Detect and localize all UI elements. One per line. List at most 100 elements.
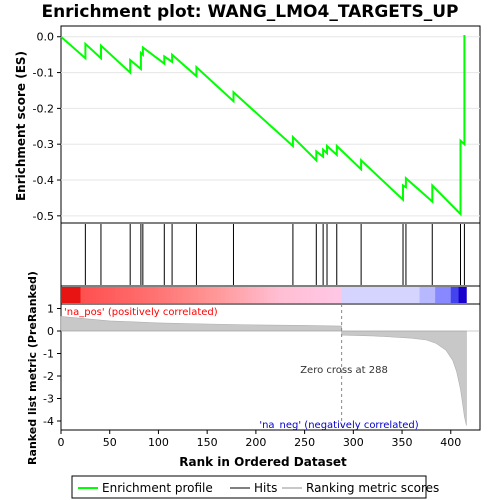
colorbar-segment [72, 287, 77, 303]
x-tick-label: 200 [245, 436, 266, 449]
colorbar-segment [427, 287, 432, 303]
colorbar-segment [103, 287, 109, 303]
colorbar-segment [154, 287, 159, 303]
x-tick-label: 0 [58, 436, 65, 449]
legend-metric-label: Ranking metric scores [306, 481, 439, 495]
ranked-y-tick-label: -1 [43, 348, 54, 361]
colorbar-segment [162, 287, 167, 303]
colorbar-segment [61, 287, 66, 303]
enrichment-profile [60, 35, 466, 217]
chart-title: Enrichment plot: WANG_LMO4_TARGETS_UP [41, 2, 458, 22]
colorbar-segment [193, 287, 198, 303]
colorbar-segment [64, 287, 70, 303]
colorbar-segment [298, 287, 304, 303]
ranked-y-tick-label: 1 [47, 303, 54, 316]
enrichment-profile-line [60, 35, 466, 217]
colorbar-segment [329, 287, 335, 303]
colorbar-segment [349, 287, 354, 303]
ranked-y-label: Ranked list metric (PreRanked) [26, 271, 39, 465]
colorbar-segment [68, 287, 74, 303]
colorbar-segment [96, 287, 101, 303]
colorbar-segment [119, 287, 124, 303]
colorbar-segment [376, 287, 382, 303]
colorbar-segment [244, 287, 249, 303]
hit-markers [84, 224, 465, 285]
x-tick-label: 350 [392, 436, 413, 449]
colorbar-segment [380, 287, 385, 303]
ranked-y-tick-label: -3 [43, 393, 54, 406]
colorbar-segment [396, 287, 401, 303]
x-tick-label: 250 [294, 436, 315, 449]
colorbar-segment [368, 287, 374, 303]
colorbar-segment [306, 287, 311, 303]
colorbar-segment [446, 287, 452, 303]
colorbar-segment [310, 287, 315, 303]
zero-cross-annotation: Zero cross at 288 [300, 365, 388, 376]
colorbar-segment [177, 287, 183, 303]
colorbar-segment [185, 287, 191, 303]
colorbar-segment [279, 287, 284, 303]
x-tick-label: 50 [103, 436, 117, 449]
colorbar-segment [384, 287, 389, 303]
x-tick-label: 150 [197, 436, 218, 449]
es-y-axis: 0.0 -0.1 -0.2 -0.3 -0.4 -0.5 [33, 31, 61, 223]
colorbar-segment [400, 287, 405, 303]
colorbar-segment [166, 287, 171, 303]
colorbar-segment [170, 287, 175, 303]
colorbar-segment [236, 287, 241, 303]
colorbar-segment [415, 287, 420, 303]
colorbar-segment [333, 287, 339, 303]
colorbar-segment [458, 287, 463, 303]
x-tick-label: 100 [148, 436, 169, 449]
x-axis-label: Rank in Ordered Dataset [179, 455, 347, 469]
colorbar-segment [263, 287, 268, 303]
colorbar-segment [158, 287, 163, 303]
colorbar-segment [287, 287, 292, 303]
colorbar-segment [99, 287, 105, 303]
colorbar-segment [361, 287, 366, 303]
colorbar-segment [388, 287, 393, 303]
colorbar-segment [174, 287, 179, 303]
colorbar-segment [181, 287, 187, 303]
colorbar-segment [80, 287, 85, 303]
colorbar-segment [365, 287, 370, 303]
ranking-metric-area [60, 316, 467, 426]
colorbar-segment [345, 287, 350, 303]
colorbar-segment [76, 287, 81, 303]
colorbar-segment [435, 287, 440, 303]
colorbar-segment [403, 287, 409, 303]
es-y-tick-label: 0.0 [37, 31, 55, 44]
colorbar-segment [84, 287, 89, 303]
ranked-y-axis: 1 0 -1 -2 -3 -4 [43, 303, 61, 428]
colorbar-segment [407, 287, 413, 303]
x-axis: 0 50 100 150 200 250 300 350 400 [58, 430, 461, 449]
x-tick-label: 400 [440, 436, 461, 449]
es-y-tick-label: -0.2 [33, 102, 54, 115]
colorbar-segment [302, 287, 307, 303]
legend-profile-label: Enrichment profile [102, 481, 213, 495]
ranked-metric-plot [60, 304, 480, 430]
colorbar-segment [411, 287, 417, 303]
colorbar-segment [248, 287, 253, 303]
colorbar-segment [357, 287, 362, 303]
es-y-tick-label: -0.1 [33, 67, 54, 80]
colorbar-segment [216, 287, 222, 303]
colorbar-segment [337, 287, 343, 303]
colorbar-segment [294, 287, 300, 303]
na-pos-annotation: 'na_pos' (positively correlated) [64, 307, 218, 318]
colorbar-segment [431, 287, 436, 303]
colorbar-segment [228, 287, 233, 303]
colorbar-segment [314, 287, 319, 303]
colorbar-segment [419, 287, 424, 303]
colorbar-segment [123, 287, 128, 303]
colorbar-segment [209, 287, 214, 303]
colorbar-segment [127, 287, 132, 303]
colorbar-segment [142, 287, 148, 303]
colorbar-segment [92, 287, 97, 303]
colorbar-segment [255, 287, 261, 303]
colorbar-segment [224, 287, 229, 303]
colorbar-segment [341, 287, 346, 303]
colorbar-segment [326, 287, 331, 303]
colorbar-segment [442, 287, 448, 303]
